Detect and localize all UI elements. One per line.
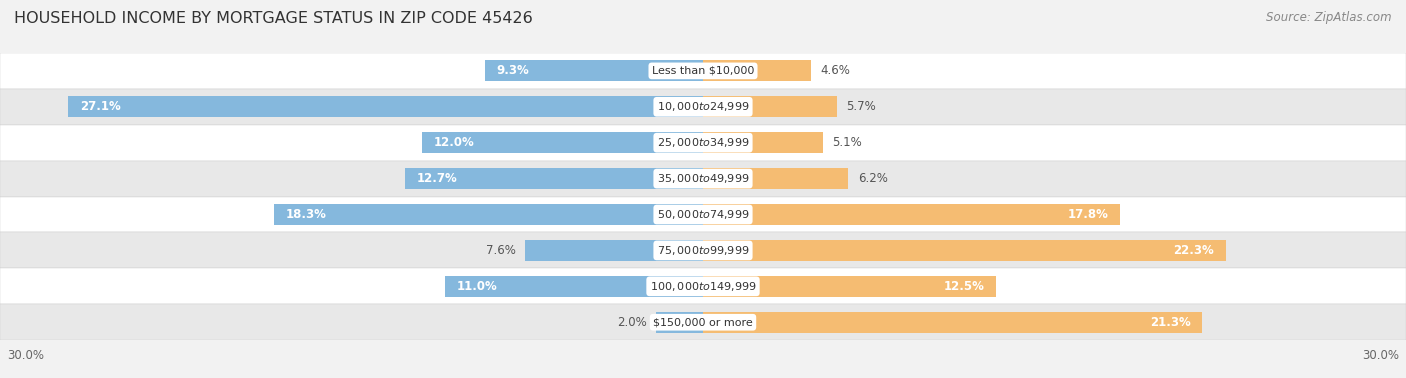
Text: 18.3%: 18.3% xyxy=(285,208,326,221)
Text: 9.3%: 9.3% xyxy=(496,64,530,77)
Bar xyxy=(0,53,1406,89)
Bar xyxy=(703,132,823,153)
Bar xyxy=(422,132,703,153)
Text: 12.5%: 12.5% xyxy=(943,280,984,293)
Bar xyxy=(0,232,1406,268)
Bar xyxy=(0,197,1406,232)
Text: $50,000 to $74,999: $50,000 to $74,999 xyxy=(657,208,749,221)
Text: 27.1%: 27.1% xyxy=(80,100,121,113)
Text: $100,000 to $149,999: $100,000 to $149,999 xyxy=(650,280,756,293)
Bar xyxy=(703,312,1202,333)
Bar xyxy=(703,60,811,81)
Bar xyxy=(703,96,837,117)
Text: $35,000 to $49,999: $35,000 to $49,999 xyxy=(657,172,749,185)
Bar xyxy=(446,276,703,297)
Bar xyxy=(0,89,1406,125)
Bar xyxy=(0,304,1406,340)
Text: 30.0%: 30.0% xyxy=(1362,349,1399,362)
Text: HOUSEHOLD INCOME BY MORTGAGE STATUS IN ZIP CODE 45426: HOUSEHOLD INCOME BY MORTGAGE STATUS IN Z… xyxy=(14,11,533,26)
Text: 7.6%: 7.6% xyxy=(485,244,516,257)
Legend: Without Mortgage, With Mortgage: Without Mortgage, With Mortgage xyxy=(568,374,838,378)
Bar xyxy=(0,268,1406,304)
Bar xyxy=(657,312,703,333)
Text: 2.0%: 2.0% xyxy=(617,316,647,329)
Bar xyxy=(405,168,703,189)
Bar xyxy=(274,204,703,225)
Text: 12.0%: 12.0% xyxy=(433,136,474,149)
Bar xyxy=(703,240,1226,261)
Text: Source: ZipAtlas.com: Source: ZipAtlas.com xyxy=(1267,11,1392,24)
Bar xyxy=(485,60,703,81)
Text: 11.0%: 11.0% xyxy=(457,280,498,293)
Text: $75,000 to $99,999: $75,000 to $99,999 xyxy=(657,244,749,257)
Bar xyxy=(703,168,848,189)
Text: 21.3%: 21.3% xyxy=(1150,316,1191,329)
Text: $25,000 to $34,999: $25,000 to $34,999 xyxy=(657,136,749,149)
Text: 12.7%: 12.7% xyxy=(418,172,458,185)
Bar xyxy=(0,125,1406,161)
Bar xyxy=(0,161,1406,197)
Bar xyxy=(703,204,1121,225)
Text: 5.1%: 5.1% xyxy=(832,136,862,149)
Text: $10,000 to $24,999: $10,000 to $24,999 xyxy=(657,100,749,113)
Bar xyxy=(524,240,703,261)
Text: 22.3%: 22.3% xyxy=(1173,244,1213,257)
Text: 5.7%: 5.7% xyxy=(846,100,876,113)
Text: 4.6%: 4.6% xyxy=(820,64,851,77)
Text: $150,000 or more: $150,000 or more xyxy=(654,317,752,327)
Bar xyxy=(67,96,703,117)
Text: 6.2%: 6.2% xyxy=(858,172,887,185)
Bar xyxy=(703,276,995,297)
Text: Less than $10,000: Less than $10,000 xyxy=(652,66,754,76)
Text: 17.8%: 17.8% xyxy=(1067,208,1108,221)
Text: 30.0%: 30.0% xyxy=(7,349,44,362)
